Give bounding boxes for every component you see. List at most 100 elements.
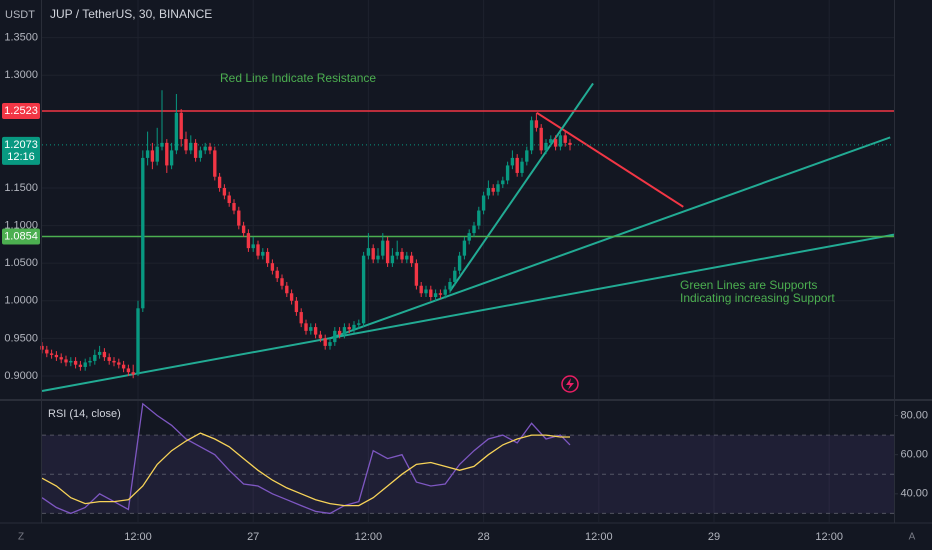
candle-body bbox=[299, 312, 303, 324]
candle-body bbox=[462, 240, 467, 256]
candle-body bbox=[102, 351, 107, 358]
candle-body bbox=[121, 364, 126, 369]
candle-body bbox=[198, 150, 203, 158]
candle-body bbox=[501, 180, 505, 185]
candle-body bbox=[222, 187, 227, 196]
y-tick-label: 1.0500 bbox=[4, 257, 38, 269]
candle-body bbox=[510, 157, 515, 166]
candle-body bbox=[405, 255, 409, 260]
candle-body bbox=[419, 285, 423, 294]
candle-body bbox=[141, 157, 145, 309]
timezone-button[interactable]: Z bbox=[18, 532, 24, 543]
candle-body bbox=[520, 161, 524, 173]
candle-body bbox=[208, 146, 212, 151]
annotation: Red Line Indicate Resistance bbox=[220, 71, 376, 85]
candle-body bbox=[477, 210, 481, 226]
candle-body bbox=[78, 364, 83, 367]
price-label: 1.2523 bbox=[4, 105, 38, 117]
currency: USDT bbox=[5, 9, 35, 21]
candle-body bbox=[457, 255, 462, 271]
x-tick-label: 12:00 bbox=[355, 531, 383, 543]
x-tick-label: 12:00 bbox=[585, 531, 613, 543]
candle-body bbox=[409, 255, 414, 264]
candle-body bbox=[169, 150, 174, 166]
candle-body bbox=[414, 263, 419, 286]
price-label-box bbox=[2, 103, 40, 120]
candle-body bbox=[549, 139, 553, 143]
candle-body bbox=[313, 327, 318, 335]
candle-body bbox=[270, 263, 275, 271]
candle-body bbox=[165, 142, 169, 166]
candle-body bbox=[131, 372, 135, 375]
y-tick-label: 1.1000 bbox=[4, 219, 38, 231]
candle-body bbox=[54, 354, 59, 358]
candle-body bbox=[49, 353, 54, 355]
candle-body bbox=[174, 112, 179, 151]
candle-body bbox=[328, 342, 332, 346]
candle-body bbox=[285, 285, 289, 294]
rsi-tick-label: 80.00 bbox=[900, 409, 928, 421]
candle-body bbox=[371, 248, 375, 260]
candle-body bbox=[251, 244, 255, 249]
rsi-ma-line bbox=[41, 432, 570, 507]
candle-body bbox=[453, 270, 457, 282]
candle-body bbox=[347, 327, 351, 330]
candle-body bbox=[241, 225, 246, 234]
y-tick-label: 1.3000 bbox=[4, 69, 38, 81]
candle-body bbox=[390, 255, 395, 264]
candle-body bbox=[155, 146, 159, 162]
annotation: Indicating increasing Support bbox=[680, 291, 835, 305]
rsi-line bbox=[41, 402, 571, 515]
candle-body bbox=[126, 368, 131, 373]
candle-body bbox=[59, 357, 63, 360]
candle-body bbox=[385, 240, 390, 264]
y-tick-label: 1.1500 bbox=[4, 182, 38, 194]
auto-scale-button[interactable]: A bbox=[909, 532, 916, 543]
rsi-pane bbox=[41, 402, 898, 515]
candle-body bbox=[107, 357, 111, 361]
candle-body bbox=[88, 360, 92, 363]
candle-body bbox=[160, 142, 164, 147]
candle-body bbox=[179, 112, 183, 140]
candle-body bbox=[563, 135, 567, 143]
y-tick-label: 0.9500 bbox=[4, 332, 38, 344]
alert-icon[interactable] bbox=[561, 375, 579, 393]
candle-body bbox=[486, 187, 491, 196]
candle-body bbox=[443, 289, 447, 295]
candle-body bbox=[203, 146, 207, 151]
candle-body bbox=[467, 233, 471, 241]
candle-body bbox=[342, 327, 347, 335]
candle-body bbox=[381, 240, 385, 256]
candle-body bbox=[525, 150, 529, 162]
annotation: Green Lines are Supports bbox=[680, 278, 817, 292]
candle-body bbox=[64, 359, 68, 363]
candles bbox=[40, 90, 572, 379]
candle-body bbox=[304, 323, 308, 331]
candle-body bbox=[357, 323, 361, 325]
trend-line bbox=[449, 82, 594, 292]
candle-body bbox=[558, 135, 563, 147]
candle-body bbox=[117, 362, 121, 365]
chart-title: JUP / TetherUS, 30, BINANCE bbox=[50, 7, 212, 21]
rsi-title: RSI (14, close) bbox=[48, 408, 121, 420]
candle-body bbox=[318, 334, 323, 339]
candle-body bbox=[323, 338, 327, 346]
candle-body bbox=[433, 293, 438, 298]
countdown: 12:16 bbox=[7, 151, 35, 163]
candle-body bbox=[213, 150, 217, 177]
candle-body bbox=[424, 289, 428, 294]
candle-body bbox=[289, 293, 294, 301]
candle-body bbox=[136, 308, 140, 375]
rsi-tick-label: 60.00 bbox=[900, 449, 928, 461]
last-price-box bbox=[2, 136, 40, 165]
candle-body bbox=[491, 187, 495, 192]
candle-body bbox=[97, 351, 102, 355]
candle-body bbox=[217, 176, 222, 188]
candle-body bbox=[93, 354, 97, 361]
last-price-label: 1.2073 bbox=[4, 139, 38, 151]
currency-box[interactable] bbox=[0, 0, 41, 30]
candle-body bbox=[515, 157, 519, 173]
candle-body bbox=[227, 195, 231, 204]
candle-body bbox=[184, 139, 188, 151]
price-label: 1.0854 bbox=[4, 230, 38, 242]
